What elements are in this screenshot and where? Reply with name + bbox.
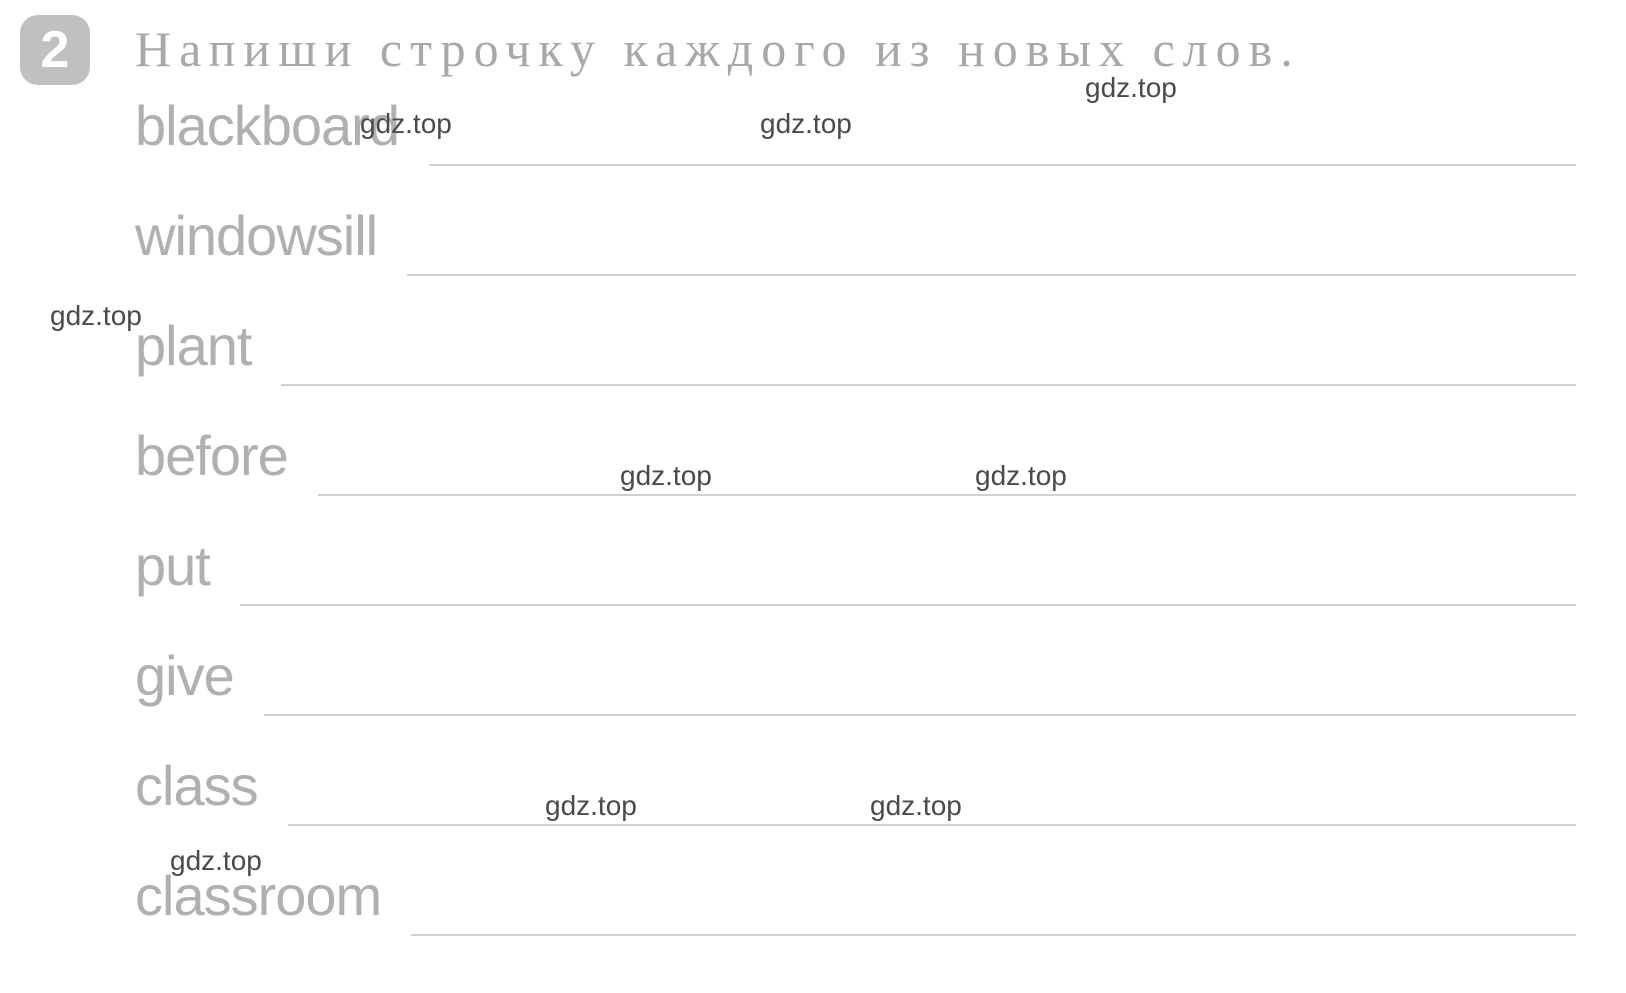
write-line (411, 934, 1576, 936)
word-row: before (135, 423, 1576, 508)
word-label: put (135, 533, 210, 598)
write-line (240, 604, 1576, 606)
exercise-number-badge: 2 (20, 15, 90, 85)
word-label: plant (135, 313, 251, 378)
word-row: plant (135, 313, 1576, 398)
word-row: give (135, 643, 1576, 728)
word-row: windowsill (135, 203, 1576, 288)
word-label: give (135, 643, 234, 708)
word-row: class (135, 753, 1576, 838)
word-row: blackboard (135, 93, 1576, 178)
word-label: before (135, 423, 288, 488)
word-label: blackboard (135, 93, 399, 158)
word-label: class (135, 753, 258, 818)
write-line (429, 164, 1576, 166)
write-line (288, 824, 1576, 826)
word-row: classroom (135, 863, 1576, 948)
write-line (407, 274, 1576, 276)
word-row: put (135, 533, 1576, 618)
word-label: classroom (135, 863, 381, 928)
exercise-number-text: 2 (41, 20, 70, 80)
words-list: blackboard windowsill plant before put g… (135, 93, 1576, 948)
word-label: windowsill (135, 203, 377, 268)
write-line (318, 494, 1576, 496)
write-line (264, 714, 1576, 716)
write-line (281, 384, 1576, 386)
exercise-container: 2 Напиши строчку каждого из новых слов. … (0, 0, 1626, 993)
exercise-instruction: Напиши строчку каждого из новых слов. (135, 20, 1576, 78)
